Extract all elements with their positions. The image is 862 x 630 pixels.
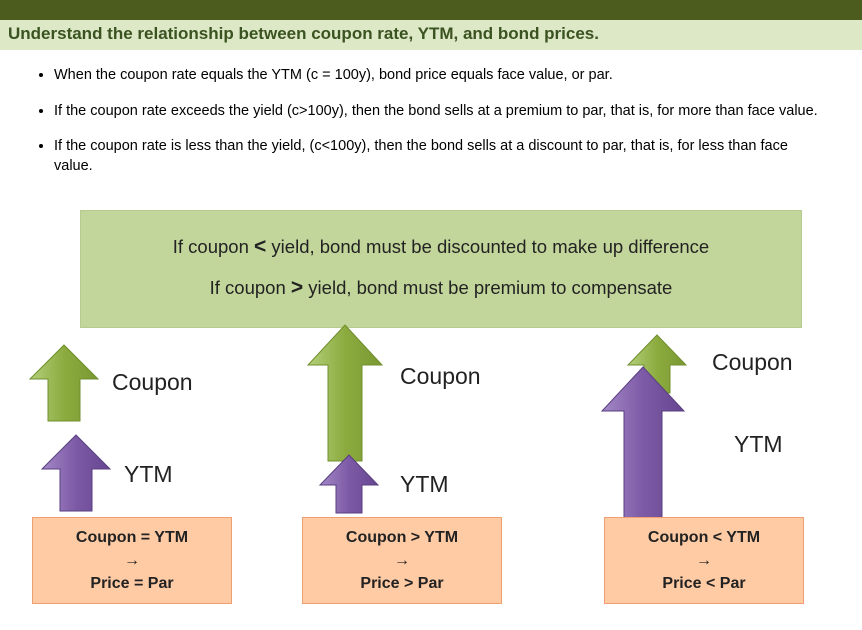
bullet-item: If the coupon rate exceeds the yield (c>… [54, 100, 828, 122]
result-box-premium: Coupon > YTM → Price > Par [302, 517, 502, 605]
ytm-label: YTM [124, 461, 173, 488]
top-bar [0, 0, 862, 20]
ytm-arrow-icon [600, 365, 686, 526]
ytm-label: YTM [400, 471, 449, 498]
bullet-item: If the coupon rate is less than the yiel… [54, 135, 828, 176]
title-bar: Understand the relationship between coup… [0, 20, 862, 50]
ytm-label: YTM [734, 431, 783, 458]
bullet-list: When the coupon rate equals the YTM (c =… [0, 50, 862, 200]
coupon-label: Coupon [112, 369, 193, 396]
result-box-equal: Coupon = YTM → Price = Par [32, 517, 232, 605]
summary-line-1: If coupon < yield, bond must be discount… [99, 227, 783, 268]
page-title: Understand the relationship between coup… [8, 24, 599, 43]
result-box-discount: Coupon < YTM → Price < Par [604, 517, 804, 605]
bullet-item: When the coupon rate equals the YTM (c =… [54, 64, 828, 86]
coupon-label: Coupon [712, 349, 793, 376]
summary-line-2: If coupon > yield, bond must be premium … [99, 268, 783, 309]
coupon-label: Coupon [400, 363, 481, 390]
ytm-arrow-icon [40, 433, 112, 518]
coupon-arrow-icon [306, 323, 384, 468]
diagram-row: Coupon YTM Coupon = YTM → Price = Par Co… [0, 328, 862, 608]
coupon-arrow-icon [28, 343, 100, 428]
summary-box: If coupon < yield, bond must be discount… [80, 210, 802, 328]
ytm-arrow-icon [318, 453, 380, 520]
